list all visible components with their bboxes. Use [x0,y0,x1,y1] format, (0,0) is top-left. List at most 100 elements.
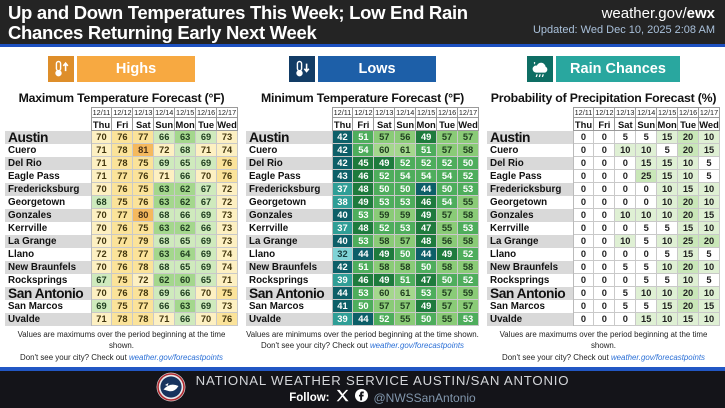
col-header-date: 12/12 [593,107,616,118]
temp-cell: 73 [216,208,238,222]
temp-cell: 78 [111,247,134,261]
temp-cell: 69 [195,156,218,170]
pop-cell: 10 [698,195,720,209]
pop-cell: 15 [677,182,700,196]
table-row: Del Rio 42 45 49 52 52 52 50 [246,156,479,170]
table-row: Rocksprings 0 0 0 5 5 10 5 [487,273,720,287]
row-label-city: Rocksprings [487,273,574,287]
pop-cell: 10 [677,273,700,287]
temp-cell: 77 [111,169,134,183]
col-header-date: 12/11 [90,107,113,118]
col-header-day: Wed [457,117,479,131]
temp-cell: 76 [111,221,134,235]
temp-cell: 67 [195,195,218,209]
facebook-icon[interactable] [354,388,368,407]
pop-cell: 5 [635,234,658,248]
section-badge-label: Highs [77,56,195,82]
temp-cell: 74 [216,247,238,261]
temp-cell: 53 [457,182,479,196]
table-row: Fredericksburg 0 0 0 0 10 15 10 [487,182,720,196]
pop-cell: 20 [698,234,720,248]
temp-cell: 56 [394,130,417,144]
pop-cell: 15 [677,221,700,235]
table-row: San Marcos 41 50 57 57 49 57 57 [246,299,479,313]
pop-cell: 0 [593,182,616,196]
temp-cell: 54 [394,169,417,183]
footnote-link-line: Don't see your city? Check out weather.g… [487,352,720,363]
temp-cell: 72 [90,247,113,261]
temp-cell: 32 [331,247,354,261]
temp-cell: 70 [195,312,218,326]
temp-cell: 52 [457,247,479,261]
row-label-city: Eagle Pass [487,169,574,183]
table-row: Uvalde 71 78 78 71 66 70 76 [5,312,238,326]
temp-cell: 55 [457,195,479,209]
row-label-city: Georgetown [246,195,333,209]
row-label-city: San Antonio [246,286,333,300]
temp-cell: 73 [216,130,238,144]
row-label-city: Cuero [246,143,333,157]
pop-cell: 5 [656,247,679,261]
temp-cell: 75 [132,182,155,196]
x-twitter-icon[interactable] [336,389,349,407]
pop-cell: 0 [614,195,637,209]
table-row: Llano 32 44 49 50 44 49 52 [246,247,479,261]
pop-cell: 5 [635,221,658,235]
temp-cell: 75 [216,286,238,300]
row-label-city: Del Rio [246,156,333,170]
temp-cell: 76 [111,130,134,144]
pop-cell: 5 [656,273,679,287]
temp-cell: 78 [132,286,155,300]
temp-cell: 53 [373,195,396,209]
row-label-city: Fredericksburg [487,182,574,196]
footnote-link-prefix: Don't see your city? Check out [502,352,611,362]
temp-cell: 66 [174,169,197,183]
row-label-city: Del Rio [487,156,574,170]
table-row: Uvalde 0 0 0 15 10 15 10 [487,312,720,326]
pop-cell: 20 [677,143,700,157]
temp-cell: 49 [373,273,396,287]
temp-cell: 55 [436,312,459,326]
temp-cell: 76 [132,195,155,209]
forecastpoints-link[interactable]: weather.gov/forecastpoints [128,352,223,362]
row-label-city: Uvalde [5,312,92,326]
forecastpoints-link[interactable]: weather.gov/forecastpoints [610,352,705,362]
temp-cell: 76 [132,169,155,183]
temp-cell: 65 [174,234,197,248]
row-label-city: Georgetown [5,195,92,209]
pop-cell: 0 [593,156,616,170]
col-header-date: 12/11 [331,107,354,118]
temp-cell: 69 [195,260,218,274]
row-label-city: Gonzales [487,208,574,222]
table-row: Llano 0 0 0 0 5 15 5 [487,247,720,261]
temp-cell: 76 [111,286,134,300]
table-row: Cuero 0 0 10 10 5 20 15 [487,143,720,157]
forecastpoints-link[interactable]: weather.gov/forecastpoints [369,341,464,351]
temp-cell: 51 [415,143,438,157]
table-row: Kerrville 0 0 0 5 5 15 10 [487,221,720,235]
pop-cell: 20 [677,208,700,222]
row-label-city: Llano [5,247,92,261]
temp-cell: 57 [457,299,479,313]
social-handle[interactable]: @NWSSanAntonio [373,390,476,405]
section-badge: Rain Chances [487,56,720,82]
temp-cell: 54 [415,169,438,183]
temp-cell: 65 [174,260,197,274]
temp-cell: 52 [457,273,479,287]
temp-cell: 42 [331,143,354,157]
temp-cell: 50 [394,182,417,196]
temp-cell: 53 [457,312,479,326]
pop-cell: 10 [677,156,700,170]
temp-cell: 73 [216,234,238,248]
row-label-city: Austin [5,130,92,144]
temp-cell: 70 [195,169,218,183]
temp-cell: 52 [373,221,396,235]
temp-cell: 72 [153,143,176,157]
footnote-values-text: Values are maximums over the period begi… [499,330,708,351]
temp-cell: 42 [331,130,354,144]
temp-cell: 76 [111,182,134,196]
temp-cell: 57 [436,299,459,313]
temp-cell: 53 [394,195,417,209]
pop-cell: 0 [614,312,637,326]
temp-cell: 43 [331,169,354,183]
